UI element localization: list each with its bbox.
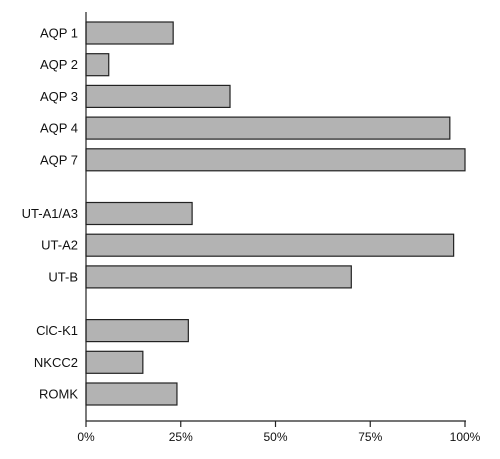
bar-aqp-2 <box>85 53 110 77</box>
category-label: ROMK <box>39 387 78 402</box>
category-label: UT-A2 <box>41 238 78 253</box>
x-ticks: 0% 25% 50% 75% 100% <box>77 421 481 444</box>
bar-ut-a1-a3 <box>85 201 193 226</box>
x-tick-label: 0% <box>77 430 95 444</box>
category-label: UT-B <box>48 269 78 284</box>
category-label: ClC-K1 <box>36 323 78 338</box>
bar-aqp-4 <box>85 116 451 140</box>
bars-layer <box>85 21 466 406</box>
bar-aqp-7 <box>85 148 466 172</box>
bar-nkcc2 <box>85 350 144 374</box>
bar-aqp-3 <box>85 84 231 109</box>
bar-ut-b <box>85 265 352 289</box>
bar-romk <box>85 382 178 406</box>
category-labels: AQP 1 AQP 2 AQP 3 AQP 4 AQP 7 UT-A1/A3 UT-A2 UT… <box>22 26 79 402</box>
bar-aqp-1 <box>85 21 174 45</box>
x-tick-label: 50% <box>263 430 287 444</box>
x-tick-label: 75% <box>358 430 382 444</box>
bar-clc-k1 <box>85 319 189 343</box>
category-label: AQP 3 <box>40 89 78 104</box>
category-label: AQP 1 <box>40 26 78 41</box>
category-label: NKCC2 <box>34 355 78 370</box>
bar-ut-a2 <box>85 233 455 257</box>
category-label: AQP 7 <box>40 152 78 167</box>
category-label: AQP 4 <box>40 121 78 136</box>
category-label: AQP 2 <box>40 57 78 72</box>
x-tick-label: 25% <box>169 430 193 444</box>
x-tick-label: 100% <box>450 430 481 444</box>
category-label: UT-A1/A3 <box>22 206 78 221</box>
